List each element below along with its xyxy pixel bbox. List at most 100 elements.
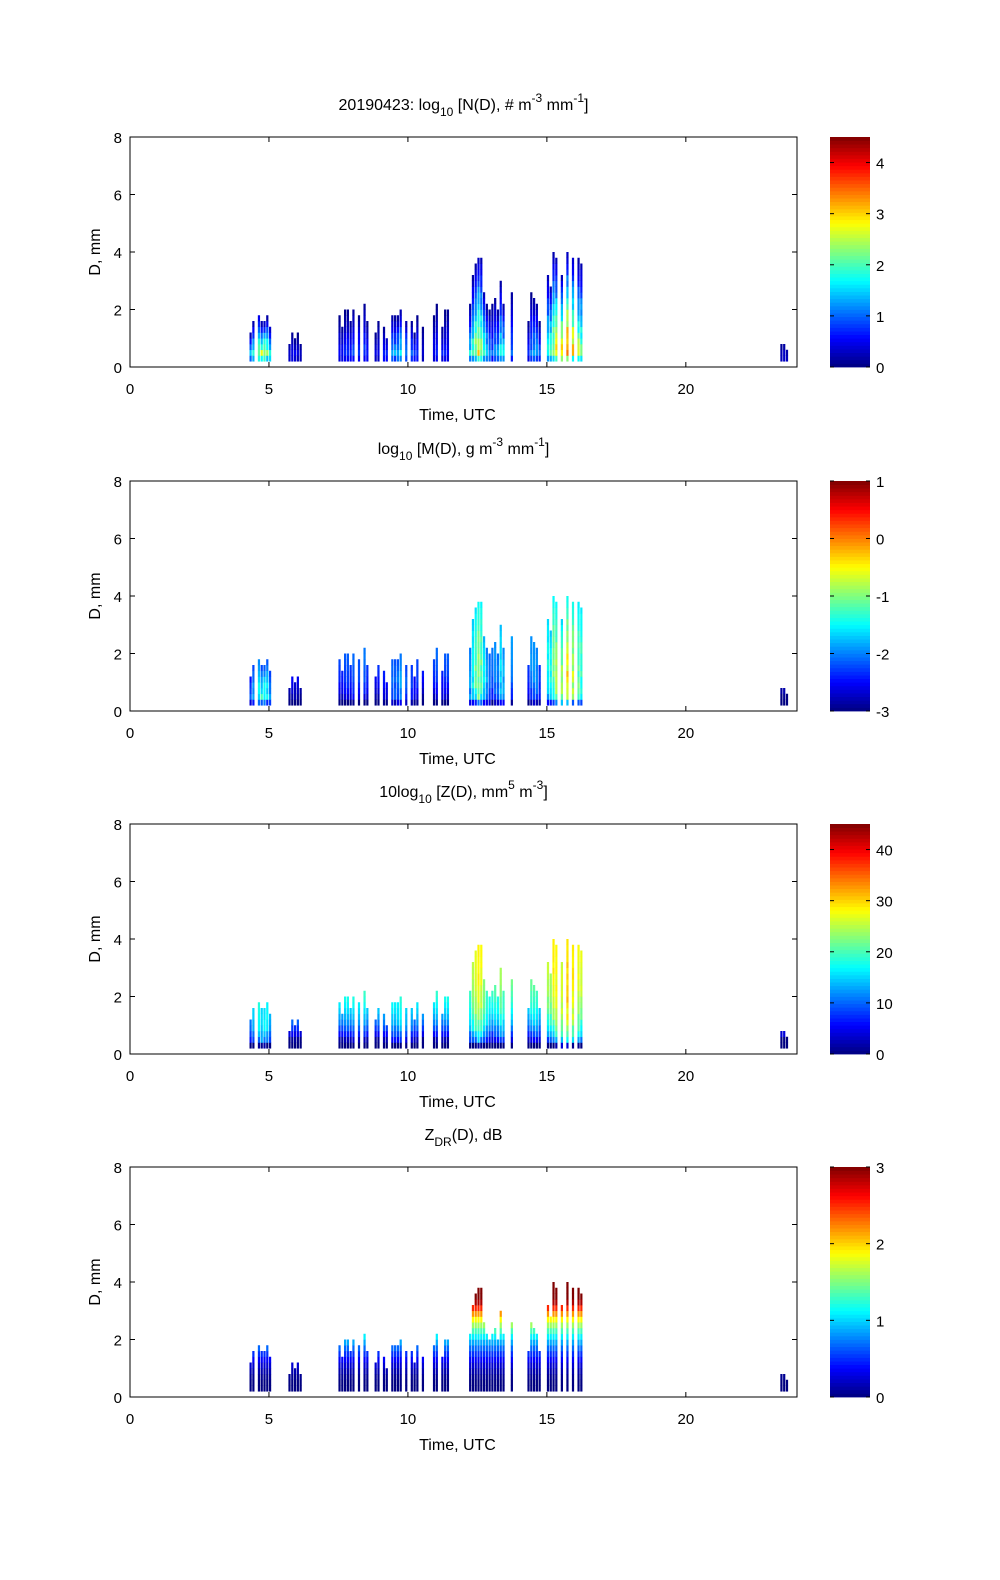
heatmap-cell — [446, 1339, 450, 1346]
colorbar-segment — [830, 323, 870, 328]
heatmap-cell — [405, 338, 408, 345]
heatmap-cell — [385, 1031, 388, 1038]
heatmap-cell — [252, 665, 255, 672]
heatmap-cell — [577, 1351, 580, 1358]
heatmap-cell — [352, 1379, 355, 1386]
heatmap-cell — [413, 349, 416, 356]
heatmap-cell — [494, 642, 497, 649]
heatmap-cell — [560, 298, 563, 305]
heatmap-cell — [580, 659, 583, 666]
heatmap-cell — [421, 1013, 425, 1020]
heatmap-cell — [410, 1008, 413, 1015]
x-tick-label: 5 — [265, 725, 273, 742]
heatmap-cell — [471, 1374, 475, 1381]
heatmap-cell — [488, 344, 491, 351]
heatmap-cell — [474, 355, 477, 362]
heatmap-cell — [416, 1019, 419, 1026]
colorbar-segment — [830, 1003, 870, 1008]
heatmap-cell — [260, 1025, 263, 1032]
heatmap-cell — [257, 1013, 261, 1020]
heatmap-cell — [341, 1374, 344, 1381]
heatmap-cell — [349, 682, 352, 689]
heatmap-cell — [252, 1031, 255, 1038]
heatmap-cell — [263, 1356, 266, 1363]
heatmap-cell — [441, 693, 444, 700]
colorbar-segment — [830, 1249, 870, 1254]
heatmap-cell — [338, 670, 341, 677]
heatmap-cell — [530, 1002, 533, 1009]
heatmap-cell — [349, 332, 352, 339]
heatmap-cell — [499, 1356, 502, 1363]
heatmap-cell — [391, 688, 394, 695]
heatmap-cell — [480, 1008, 483, 1015]
heatmap-cell — [366, 670, 369, 677]
heatmap-cell — [263, 344, 266, 351]
y-tick-label: 6 — [114, 188, 122, 205]
heatmap-cell — [257, 688, 261, 695]
heatmap-cell — [346, 1356, 349, 1363]
heatmap-cell — [346, 1002, 349, 1009]
heatmap-cell — [469, 1374, 472, 1381]
heatmap-cell — [555, 332, 558, 339]
heatmap-cell — [482, 647, 486, 654]
heatmap-cell — [416, 1374, 419, 1381]
heatmap-cell — [444, 670, 447, 677]
heatmap-cell — [296, 1036, 299, 1043]
colorbar-segment — [830, 653, 870, 658]
heatmap-cell — [510, 979, 513, 986]
heatmap-cell — [416, 699, 419, 706]
colorbar-segment — [830, 356, 870, 361]
heatmap-cell — [394, 1368, 397, 1375]
heatmap-cell — [444, 1374, 447, 1381]
heatmap-cell — [502, 1351, 505, 1358]
colorbar-segment — [830, 1220, 870, 1225]
heatmap-cell — [480, 1368, 483, 1375]
heatmap-cell — [399, 670, 402, 677]
colorbar-segment — [830, 953, 870, 958]
colorbar-segment — [830, 520, 870, 525]
heatmap-cell — [555, 315, 558, 322]
heatmap-cell — [577, 1025, 580, 1032]
heatmap-cell — [530, 653, 533, 660]
heatmap-cell — [296, 688, 299, 695]
heatmap-cell — [555, 636, 558, 643]
heatmap-cell — [469, 332, 472, 339]
heatmap-cell — [338, 1019, 341, 1026]
heatmap-cell — [444, 1008, 447, 1015]
heatmap-cell — [263, 1036, 266, 1043]
heatmap-cell — [532, 1385, 536, 1392]
heatmap-cell — [566, 939, 569, 946]
heatmap-cell — [441, 349, 444, 356]
colorbar-segment — [830, 849, 870, 854]
heatmap-cell — [341, 1036, 344, 1043]
heatmap-cell — [571, 1019, 575, 1026]
colorbar-tick-label: 0 — [876, 1047, 884, 1064]
heatmap-cell — [555, 1374, 558, 1381]
heatmap-cell — [352, 1036, 355, 1043]
heatmap-cell — [488, 1339, 491, 1346]
heatmap-cell — [580, 670, 583, 677]
heatmap-cell — [538, 355, 541, 362]
heatmap-cell — [296, 1385, 299, 1392]
heatmap-cell — [555, 1036, 558, 1043]
heatmap-cell — [357, 1031, 361, 1038]
heatmap-cell — [510, 338, 513, 345]
heatmap-cell — [435, 321, 438, 328]
heatmap-cell — [410, 1362, 413, 1369]
heatmap-cell — [566, 1305, 569, 1312]
heatmap-cell — [552, 642, 555, 649]
heatmap-cell — [480, 688, 483, 695]
heatmap-cell — [491, 1385, 494, 1392]
heatmap-cell — [391, 1356, 394, 1363]
heatmap-cell — [527, 1025, 530, 1032]
colorbar-segment — [830, 1028, 870, 1033]
heatmap-cell — [413, 699, 416, 706]
heatmap-cell — [413, 344, 416, 351]
colorbar-segment — [830, 495, 870, 500]
heatmap-cell — [474, 1345, 477, 1352]
heatmap-cell — [257, 1351, 261, 1358]
heatmap-cell — [416, 1345, 419, 1352]
heatmap-cell — [441, 344, 444, 351]
heatmap-cell — [299, 1379, 302, 1386]
heatmap-cell — [394, 1351, 397, 1358]
